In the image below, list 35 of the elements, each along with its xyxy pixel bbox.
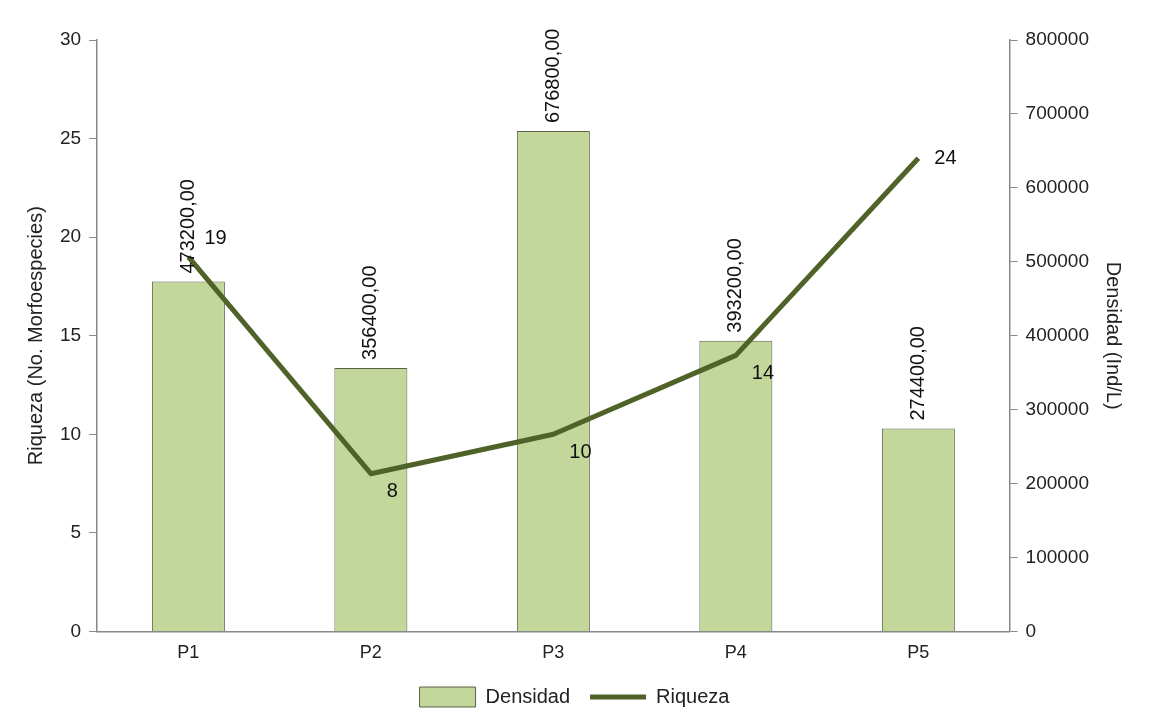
data-label: 676800,00	[540, 28, 563, 124]
y-tick-label: 15	[59, 323, 82, 345]
y2-axis-title: Densidad (Ind/L)	[1103, 261, 1126, 410]
y2-tick-label: 500000	[1025, 250, 1089, 272]
data-label: 393200,00	[723, 238, 746, 333]
y2-tick-label: 0	[1025, 619, 1037, 641]
y2-tick-label: 600000	[1025, 176, 1089, 198]
x-tick-label: P1	[177, 642, 200, 663]
y-tick-label: 0	[70, 619, 82, 641]
y2-tick-label: 800000	[1025, 28, 1089, 50]
y-tick-label: 5	[70, 521, 82, 543]
y-tick-label: 30	[59, 28, 82, 50]
legend-label: Densidad	[485, 684, 571, 707]
data-label: 473200,00	[175, 179, 198, 274]
y-axis-title: Riqueza (No. Morfoespecies)	[23, 206, 46, 466]
x-tick-label: P2	[359, 642, 382, 663]
y2-tick-label: 400000	[1025, 323, 1089, 345]
data-label: 24	[934, 145, 957, 168]
data-label: 14	[751, 360, 775, 383]
y2-tick-label: 300000	[1025, 397, 1089, 419]
data-label: 10	[569, 439, 592, 462]
data-label: 19	[204, 226, 227, 249]
data-label: 274400,00	[905, 326, 928, 421]
y2-tick-label: 200000	[1025, 471, 1089, 493]
y-tick-label: 20	[59, 225, 82, 247]
legend-label: Riqueza	[656, 684, 731, 707]
y-tick-label: 25	[59, 126, 82, 148]
x-tick-label: P3	[542, 642, 565, 663]
data-label: 8	[386, 479, 398, 502]
y-tick-label: 10	[59, 422, 82, 444]
y2-tick-label: 100000	[1025, 545, 1089, 567]
x-tick-label: P5	[907, 642, 930, 663]
y2-tick-label: 700000	[1025, 102, 1089, 124]
data-label: 356400,00	[358, 265, 381, 360]
x-tick-label: P4	[724, 642, 747, 663]
